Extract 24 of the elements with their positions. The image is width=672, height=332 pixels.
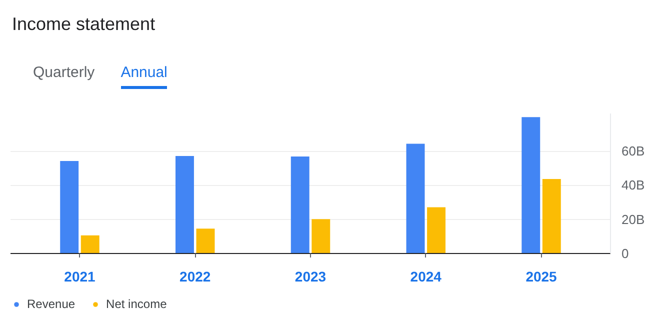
text: Quarterly xyxy=(33,64,95,83)
x-tick-label: 2022 xyxy=(180,268,211,284)
text: Annual xyxy=(120,64,168,89)
y-tick-label: 40B xyxy=(622,178,645,193)
chart-title: Income statement xyxy=(12,13,156,36)
y-tick-label: 0 xyxy=(622,246,629,261)
bar xyxy=(522,117,540,254)
bar xyxy=(80,235,100,254)
bar xyxy=(196,228,215,254)
x-tick-label: 2023 xyxy=(294,268,326,284)
legend-label: Net income xyxy=(106,297,167,311)
x-tick-label: 2025 xyxy=(526,268,558,284)
x-tick-label: 2024 xyxy=(410,268,442,284)
bar xyxy=(406,144,425,254)
bar xyxy=(176,156,194,254)
legend-label: Revenue xyxy=(27,297,76,311)
y-tick-label: 20B xyxy=(622,212,645,227)
x-tick-label: 2021 xyxy=(64,268,96,284)
bar xyxy=(542,179,561,254)
bar xyxy=(427,207,446,254)
bar xyxy=(60,160,79,254)
bar xyxy=(312,219,330,254)
bar xyxy=(290,156,310,254)
y-tick-label: 60B xyxy=(622,144,645,159)
